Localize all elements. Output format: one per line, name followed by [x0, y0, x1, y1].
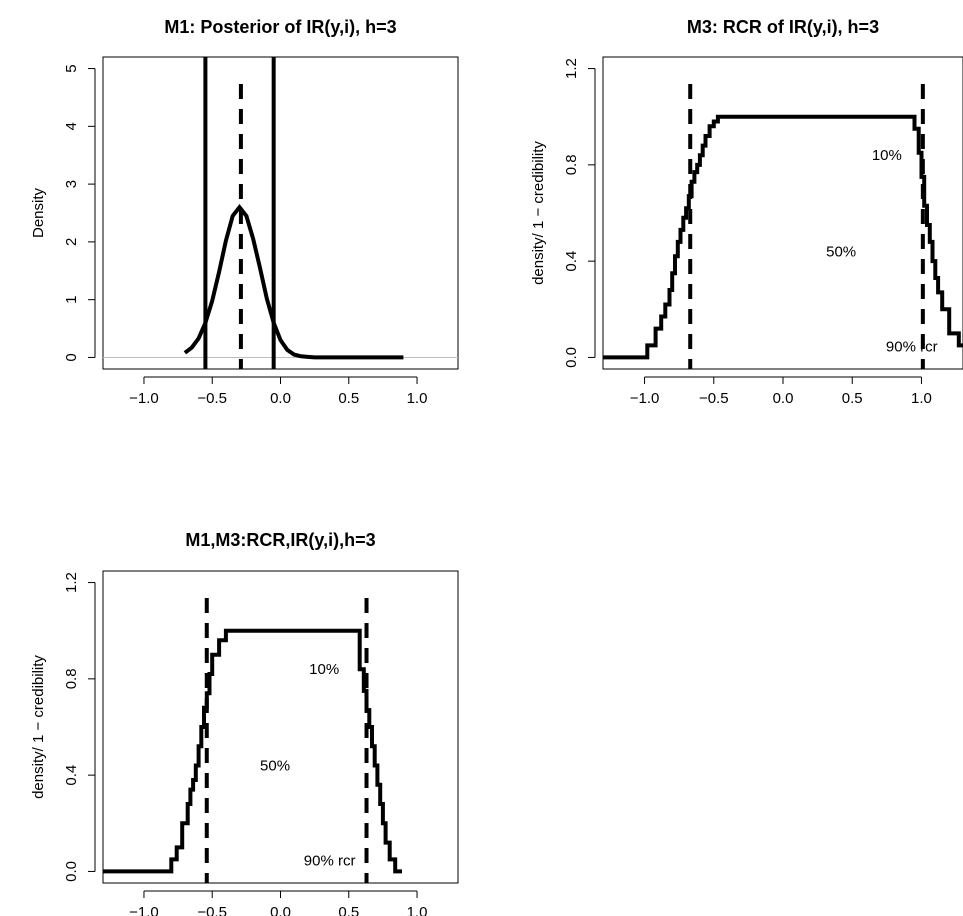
series-line: [183, 203, 404, 360]
x-axis: −1.0 −0.5 0.0 0.5 1.0: [630, 376, 932, 407]
y-tick-label: 0: [63, 353, 80, 361]
y-tick-label: 2: [63, 238, 80, 246]
x-axis: −1.0 −0.5 0.0 0.5 1.0: [129, 376, 428, 407]
plot-area: [103, 57, 458, 369]
y-tick-label: 1.2: [563, 58, 580, 79]
x-tick-label: −0.5: [197, 390, 227, 407]
y-axis-label: Density: [30, 187, 47, 238]
chart-title: M1: Posterior of IR(y,i), h=3: [164, 17, 396, 37]
y-tick-label: 4: [63, 122, 80, 130]
y-tick-label: 0.0: [63, 861, 80, 882]
x-tick-label: −1.0: [129, 904, 159, 916]
x-tick-label: −0.5: [699, 390, 729, 407]
plot-frame: [102, 570, 459, 884]
y-axis-label: density/ 1 − credibility: [30, 655, 47, 799]
x-tick-label: −1.0: [630, 390, 660, 407]
annotation-label: 90% rcr: [304, 853, 356, 870]
y-tick-label: 0.8: [563, 154, 580, 175]
chart-panel-m1m3-rcr: M1,M3:RCR,IR(y,i),h=3 10% 50% 90% rcr −1.0 −0…: [30, 530, 459, 916]
y-axis-label: density/ 1 − credibility: [530, 141, 547, 285]
annotation-label: 10%: [872, 147, 902, 164]
x-tick-label: 0.5: [338, 904, 359, 916]
y-tick-label: 0.4: [63, 765, 80, 786]
y-tick-label: 1.2: [63, 572, 80, 593]
y-tick-label: 1: [63, 295, 80, 303]
x-tick-label: 0.0: [773, 390, 794, 407]
x-tick-label: 1.0: [407, 904, 428, 916]
chart-title: M1,M3:RCR,IR(y,i),h=3: [185, 530, 375, 550]
annotation-label: 50%: [826, 244, 856, 261]
plot-area: 10% 50% 90% rcr: [103, 598, 402, 883]
y-tick-label: 5: [63, 64, 80, 72]
x-tick-label: 0.5: [338, 390, 359, 407]
annotation-label: 90% rcr: [886, 339, 938, 356]
y-axis: 0 1 2 3 4 5: [63, 64, 96, 362]
x-tick-label: 1.0: [911, 390, 932, 407]
x-axis: −1.0 −0.5 0.0 0.5 1.0: [129, 890, 428, 916]
plot-frame: [602, 56, 963, 370]
plot-area: 10% 50% 90% rcr: [603, 84, 963, 369]
y-tick-label: 0.4: [563, 251, 580, 272]
y-tick-label: 0.0: [563, 347, 580, 368]
x-tick-label: −1.0: [129, 390, 159, 407]
chart-panel-m1-posterior: M1: Posterior of IR(y,i), h=3 −1.0 −0.5 0.0…: [30, 17, 459, 407]
chart-panel-m3-rcr: M3: RCR of IR(y,i), h=3 10% 50% 90% rcr −1.0…: [530, 17, 963, 407]
x-tick-label: −0.5: [197, 904, 227, 916]
y-tick-label: 0.8: [63, 668, 80, 689]
series-line: [103, 628, 402, 874]
x-tick-label: 0.5: [842, 390, 863, 407]
chart-title: M3: RCR of IR(y,i), h=3: [687, 17, 879, 37]
y-axis: 0.0 0.4 0.8 1.2: [63, 572, 96, 882]
annotation-label: 50%: [260, 758, 290, 775]
x-tick-label: 0.0: [270, 904, 291, 916]
series-line: [603, 114, 963, 360]
x-tick-label: 1.0: [407, 390, 428, 407]
plot-frame: [102, 56, 459, 370]
y-tick-label: 3: [63, 180, 80, 188]
y-axis: 0.0 0.4 0.8 1.2: [563, 58, 596, 368]
x-tick-label: 0.0: [270, 390, 291, 407]
annotation-label: 10%: [309, 661, 339, 678]
